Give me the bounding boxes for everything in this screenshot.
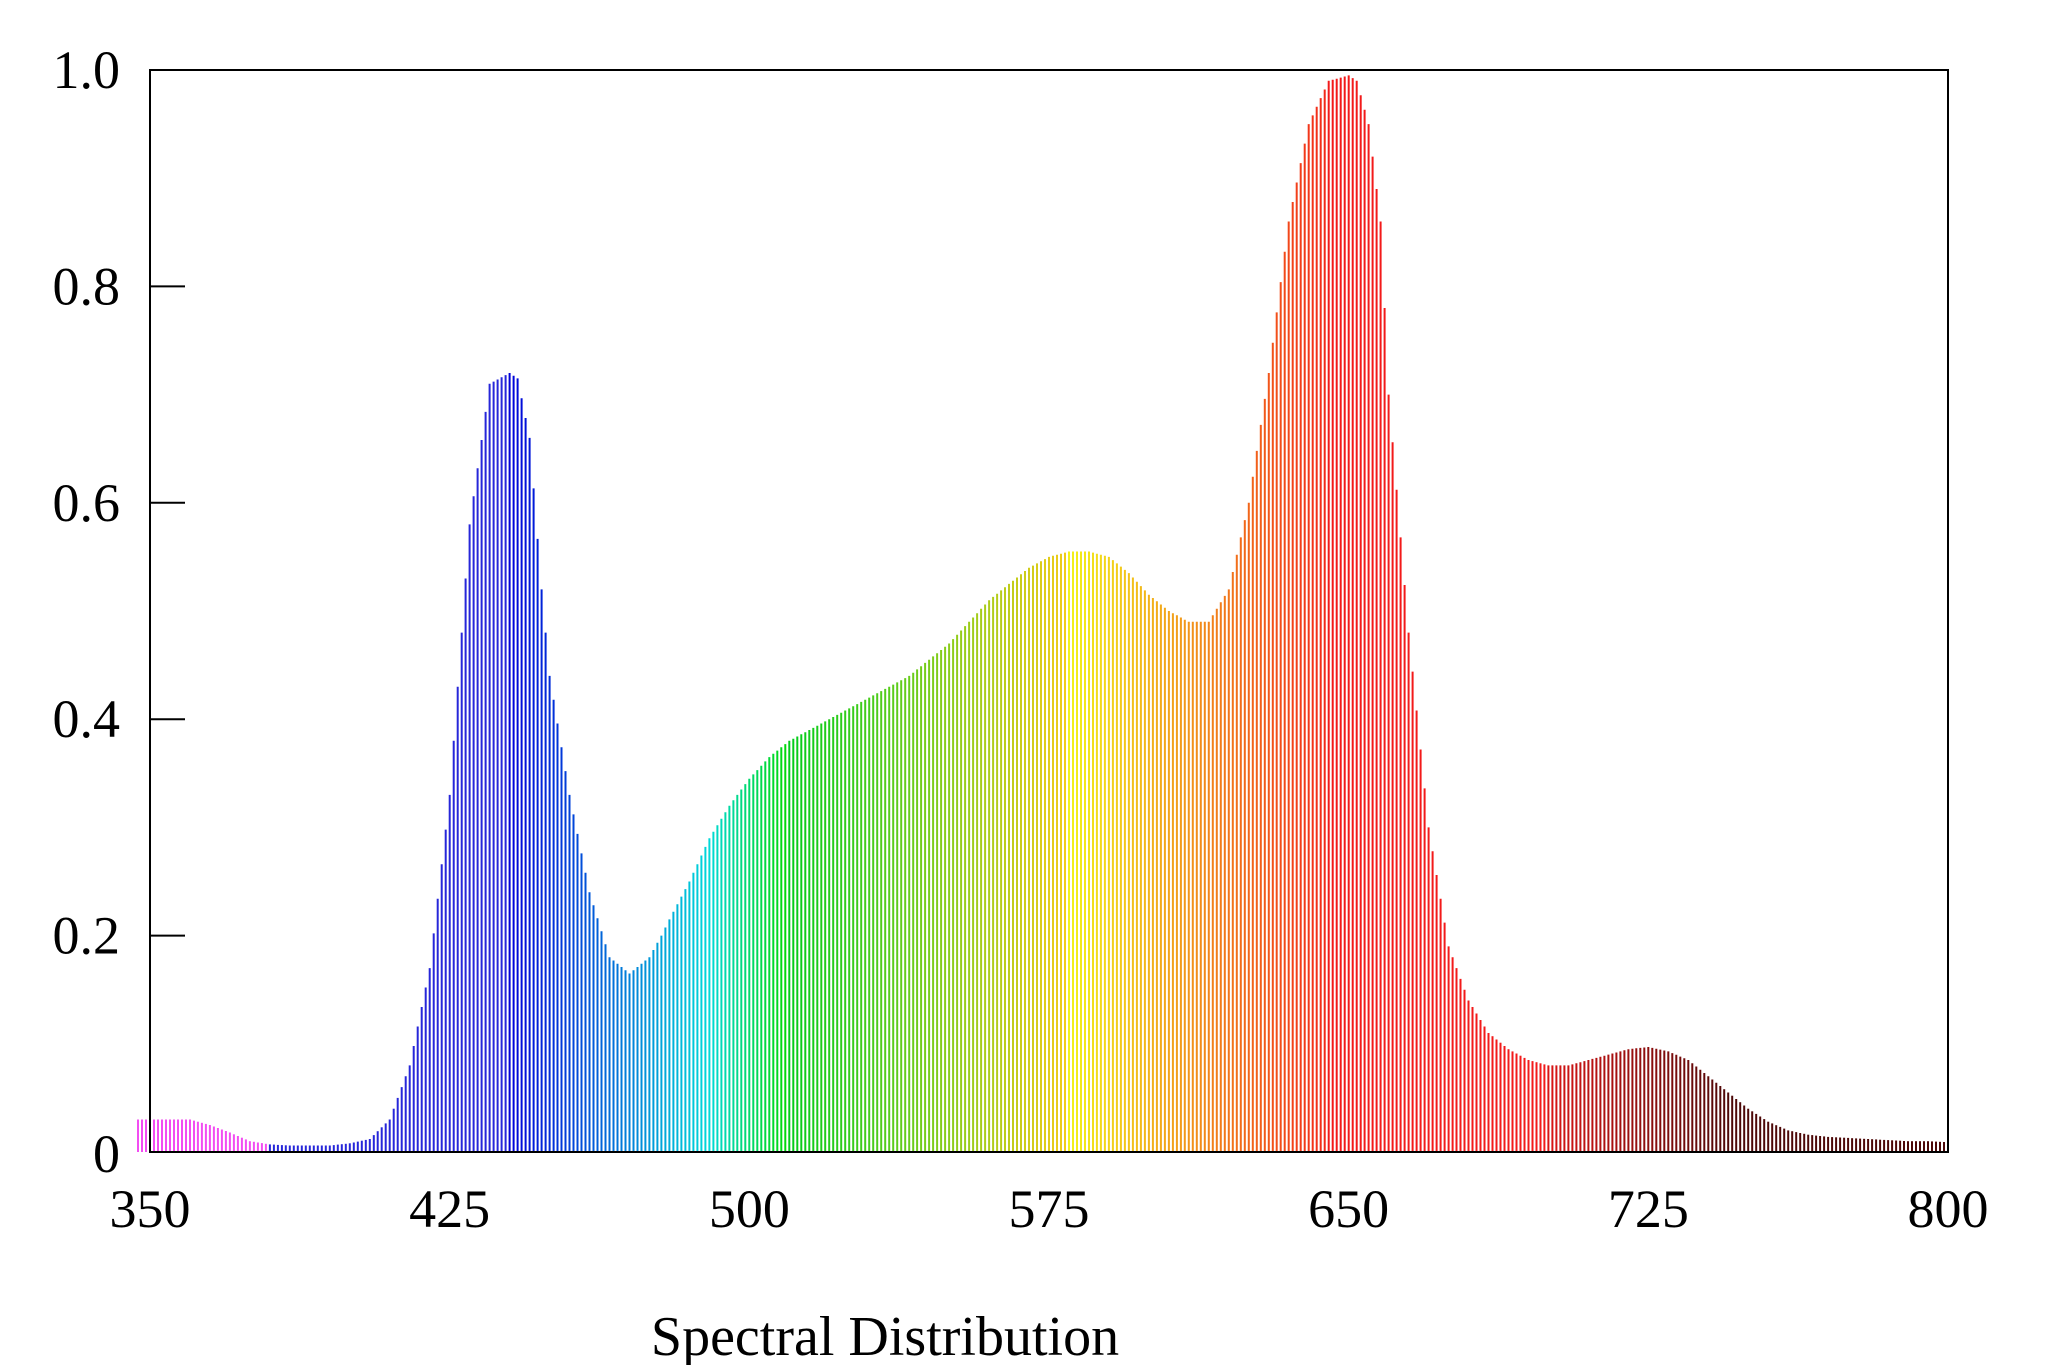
- y-tick-label: 1.0: [53, 40, 121, 100]
- y-axis: 0 0.2 0.4 0.6 0.8 1.0: [53, 40, 185, 1184]
- x-tick-label: 650: [1308, 1179, 1389, 1239]
- y-tick-label: 0.6: [53, 473, 121, 533]
- x-tick-label: 800: [1908, 1179, 1989, 1239]
- plot-frame: [149, 69, 1949, 1153]
- x-tick-label: 500: [709, 1179, 790, 1239]
- y-tick-label: 0.2: [53, 906, 121, 966]
- x-tick-label: 425: [409, 1179, 490, 1239]
- y-tick-label: 0.8: [53, 256, 121, 316]
- x-axis: 350 425 500 575 650 725 800: [110, 1179, 1989, 1239]
- x-tick-label: 575: [1009, 1179, 1090, 1239]
- x-tick-label: 725: [1608, 1179, 1689, 1239]
- spectrum-bars: [137, 75, 1949, 1152]
- x-tick-label: 350: [110, 1179, 191, 1239]
- y-tick-label: 0.4: [53, 689, 121, 749]
- x-axis-title: Spectral Distribution: [651, 1306, 1119, 1365]
- y-tick-label: 0: [93, 1124, 120, 1184]
